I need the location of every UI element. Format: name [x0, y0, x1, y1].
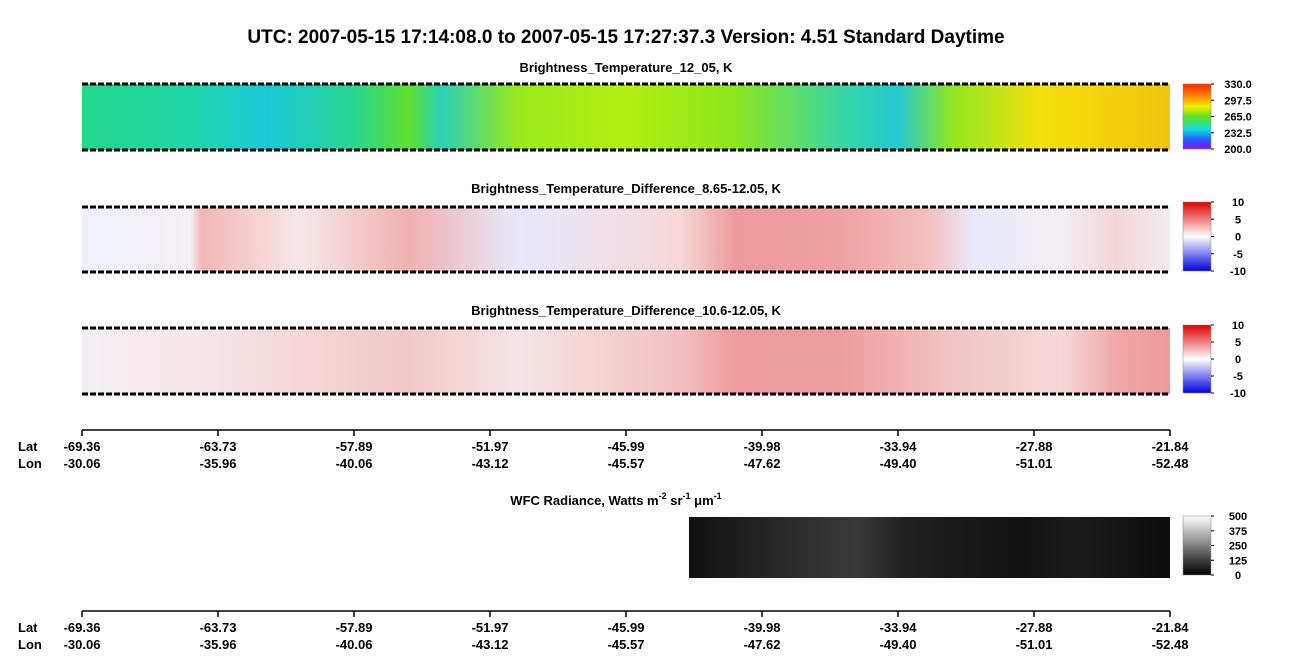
title-text: sr	[667, 493, 683, 508]
lon-value: -52.48	[1152, 456, 1189, 471]
image-strip	[689, 517, 1170, 578]
colorbar-label: -10	[1230, 388, 1246, 400]
colorbar	[1182, 83, 1212, 150]
image-strip	[82, 328, 1170, 394]
colorbar-label: 10	[1232, 197, 1244, 209]
lon-value: -51.01	[1016, 456, 1053, 471]
lon-value: -40.06	[336, 456, 373, 471]
colorbar-label: 125	[1229, 555, 1247, 567]
colorbar-label: 330.0	[1224, 79, 1252, 91]
lon-value: -45.57	[608, 456, 645, 471]
colorbar-label: 232.5	[1224, 128, 1252, 140]
colorbar	[1182, 324, 1212, 394]
lat-value: -27.88	[1016, 620, 1053, 635]
lat-value: -39.98	[744, 620, 781, 635]
lat-value: -63.73	[200, 620, 237, 635]
lon-value: -47.62	[744, 456, 781, 471]
panel-title: Brightness_Temperature_Difference_10.6-1…	[471, 303, 781, 318]
image-strip	[82, 207, 1170, 272]
lon-value: -35.96	[200, 456, 237, 471]
lat-value: -33.94	[880, 439, 918, 454]
lon-label: Lon	[18, 456, 42, 471]
lat-value: -39.98	[744, 439, 781, 454]
lon-value: -43.12	[472, 637, 509, 652]
lat-value: -45.99	[608, 439, 645, 454]
lat-value: -33.94	[880, 620, 918, 635]
lon-value: -43.12	[472, 456, 509, 471]
lat-value: -63.73	[200, 439, 237, 454]
lon-value: -47.62	[744, 637, 781, 652]
colorbar-label: 10	[1232, 320, 1244, 332]
lat-value: -57.89	[336, 439, 373, 454]
lat-value: -45.99	[608, 620, 645, 635]
lat-value: -57.89	[336, 620, 373, 635]
lon-value: -51.01	[1016, 637, 1053, 652]
colorbar-label: 500	[1229, 511, 1247, 523]
lat-value: -69.36	[64, 620, 101, 635]
image-strip	[82, 84, 1170, 150]
lat-value: -51.97	[472, 620, 509, 635]
lon-value: -30.06	[64, 637, 101, 652]
colorbar-label: 200.0	[1224, 144, 1252, 156]
colorbar-label: 250	[1229, 541, 1247, 553]
colorbar-label: -5	[1233, 249, 1243, 261]
title-text: μm	[691, 493, 714, 508]
lon-value: -49.40	[880, 456, 917, 471]
lat-value: -21.84	[1152, 620, 1190, 635]
lat-value: -51.97	[472, 439, 509, 454]
colorbar-label: 265.0	[1224, 112, 1252, 124]
colorbar-label: 0	[1235, 354, 1241, 366]
panels: Brightness_Temperature_12_05, K 330.0 297.…	[18, 60, 1252, 652]
lon-label: Lon	[18, 637, 42, 652]
page-title: UTC: 2007-05-15 17:14:08.0 to 2007-05-15…	[247, 27, 1004, 48]
lat-label: Lat	[18, 439, 38, 454]
title-superscript: -2	[659, 491, 667, 501]
lat-value: -69.36	[64, 439, 101, 454]
colorbar-label: 375	[1229, 526, 1247, 538]
title-superscript: -1	[683, 491, 691, 501]
panel-title: WFC Radiance, Watts m-2 sr-1 μm-1	[510, 491, 721, 508]
lon-value: -45.57	[608, 637, 645, 652]
colorbar-label: 0	[1235, 570, 1241, 582]
panel-title: Brightness_Temperature_12_05, K	[520, 60, 734, 75]
title-text: WFC Radiance, Watts m	[510, 493, 658, 508]
lon-value: -40.06	[336, 637, 373, 652]
colorbar	[1182, 515, 1212, 576]
lat-value: -27.88	[1016, 439, 1053, 454]
colorbar-label: 5	[1235, 337, 1241, 349]
title-superscript: -1	[714, 491, 722, 501]
lon-value: -52.48	[1152, 637, 1189, 652]
colorbar-label: 0	[1235, 232, 1241, 244]
lon-value: -49.40	[880, 637, 917, 652]
colorbar-label: 5	[1235, 214, 1241, 226]
lat-label: Lat	[18, 620, 38, 635]
lon-value: -30.06	[64, 456, 101, 471]
lat-value: -21.84	[1152, 439, 1190, 454]
colorbar-label: 297.5	[1224, 95, 1252, 107]
colorbar	[1182, 201, 1212, 272]
lon-value: -35.96	[200, 637, 237, 652]
panel-title: Brightness_Temperature_Difference_8.65-1…	[471, 181, 781, 196]
colorbar-label: -5	[1233, 371, 1243, 383]
colorbar-label: -10	[1230, 266, 1246, 278]
